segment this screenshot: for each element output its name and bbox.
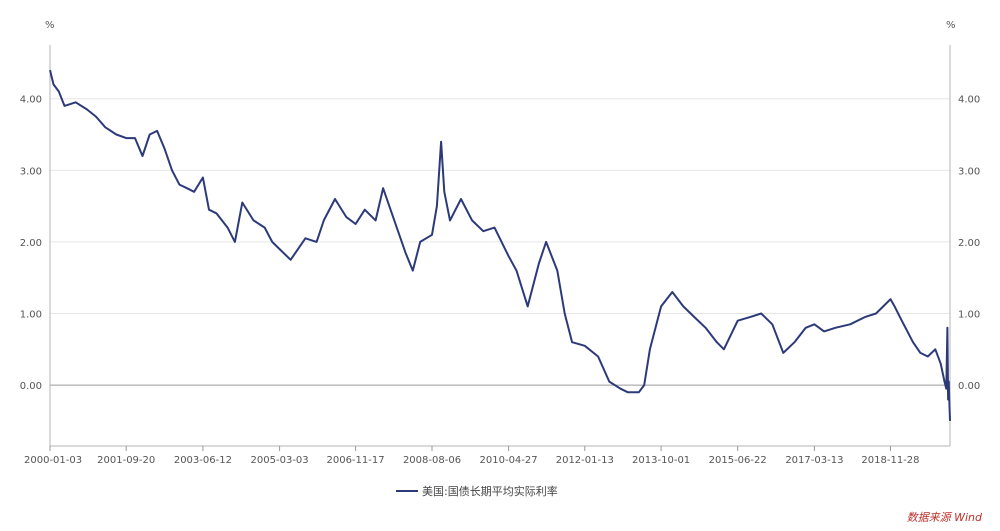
legend-label: 美国:国债长期平均实际利率	[422, 484, 558, 498]
data-source-note: 数据来源 Wind	[906, 511, 982, 524]
x-tick-label: 2001-09-20	[97, 455, 155, 466]
right-unit-label: %	[946, 20, 956, 31]
x-tick-label: 2000-01-03	[24, 455, 82, 466]
y-tick-label-right: 3.00	[958, 166, 980, 177]
gridlines	[49, 45, 951, 446]
y-tick-label-left: 1.00	[20, 310, 42, 321]
x-tick-label: 2006-11-17	[326, 455, 384, 466]
x-axis: 2000-01-03 2001-09-20 2003-06-12 2005-03-03…	[24, 445, 950, 466]
y-tick-label-right: 4.00	[958, 95, 980, 106]
y-tick-label-right: 1.00	[958, 310, 980, 321]
x-tick-label: 2008-08-06	[403, 455, 461, 466]
x-tick-label: 2015-06-22	[709, 455, 767, 466]
left-unit-label: %	[45, 20, 55, 31]
right-y-axis: 4.00 3.00 2.00 1.00 0.00	[958, 95, 980, 392]
x-tick-label: 2017-03-13	[785, 455, 843, 466]
x-tick-label: 2013-10-01	[632, 455, 690, 466]
x-tick-label: 2010-04-27	[480, 455, 538, 466]
x-tick-label: 2012-01-13	[556, 455, 614, 466]
legend: 美国:国债长期平均实际利率	[396, 484, 558, 498]
x-tick-label: 2003-06-12	[174, 455, 232, 466]
x-tick-label: 2018-11-28	[861, 455, 919, 466]
y-tick-label-right: 0.00	[958, 381, 980, 392]
y-tick-label-left: 2.00	[20, 238, 42, 249]
y-tick-label-left: 4.00	[20, 95, 42, 106]
x-tick-label: 2005-03-03	[251, 455, 309, 466]
y-tick-label-left: 0.00	[20, 381, 42, 392]
series-line-real-rate	[49, 69, 951, 421]
y-tick-label-right: 2.00	[958, 238, 980, 249]
y-tick-label-left: 3.00	[20, 166, 42, 177]
left-y-axis: 4.00 3.00 2.00 1.00 0.00	[20, 95, 42, 392]
